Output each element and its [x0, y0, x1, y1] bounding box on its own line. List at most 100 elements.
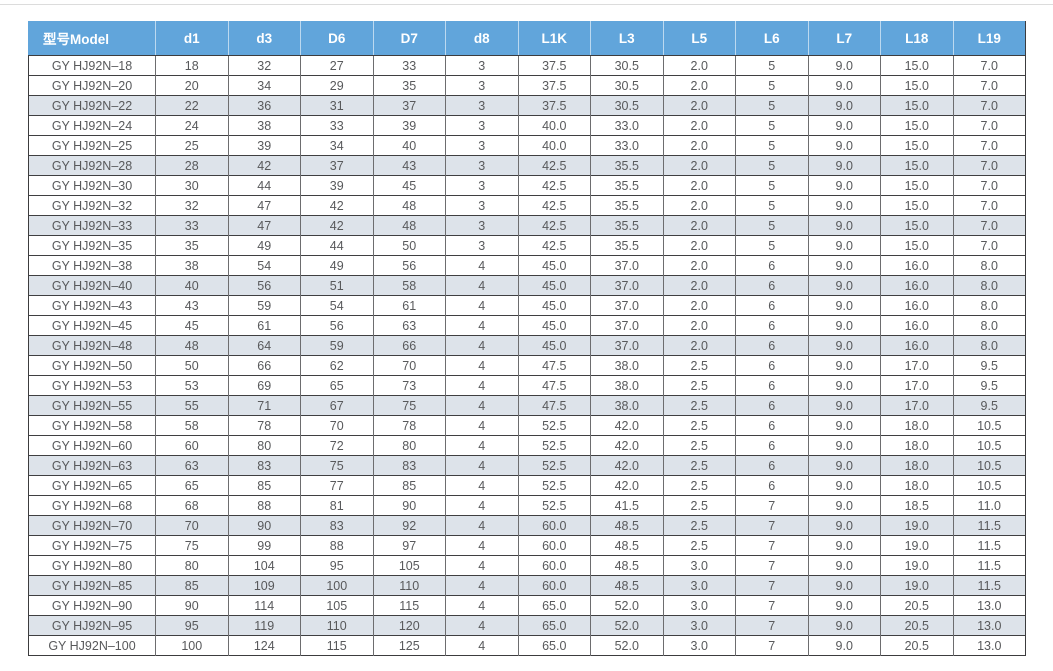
value-cell: 2.0: [662, 75, 736, 96]
value-cell: 37.0: [590, 295, 663, 316]
value-cell: 51: [300, 275, 373, 296]
table-row: GY HJ92N–68 68 88 81 90 4 52.5 41.5 2.5 7 9.0 18.5 1…: [28, 495, 1026, 516]
value-cell: 100: [300, 575, 373, 596]
value-cell: 50: [155, 355, 228, 376]
value-cell: 32: [227, 55, 301, 76]
value-cell: 2.5: [662, 355, 736, 376]
column-header-model: 型号Model: [28, 21, 156, 56]
value-cell: 4: [445, 635, 518, 656]
value-cell: 4: [445, 375, 518, 396]
value-cell: 9.0: [807, 475, 881, 496]
value-cell: 61: [372, 295, 446, 316]
value-cell: 9.0: [807, 635, 881, 656]
model-cell: GY HJ92N–28: [28, 155, 156, 176]
value-cell: 54: [227, 255, 301, 276]
value-cell: 19.0: [880, 575, 953, 596]
value-cell: 33.0: [590, 135, 663, 156]
table-row: GY HJ92N–55 55 71 67 75 4 47.5 38.0 2.5 6 9.0 17.0 9…: [28, 395, 1026, 416]
value-cell: 4: [445, 595, 518, 616]
value-cell: 4: [445, 315, 518, 336]
value-cell: 9.5: [952, 355, 1026, 376]
value-cell: 61: [227, 315, 301, 336]
column-header: L19: [952, 21, 1026, 56]
value-cell: 4: [445, 295, 518, 316]
value-cell: 125: [372, 635, 446, 656]
value-cell: 70: [372, 355, 446, 376]
value-cell: 3.0: [662, 635, 736, 656]
value-cell: 7.0: [952, 195, 1026, 216]
table-row: GY HJ92N–100 100 124 115 125 4 65.0 52.0 3.0 7 9.0…: [28, 635, 1026, 656]
value-cell: 53: [155, 375, 228, 396]
value-cell: 19.0: [880, 535, 953, 556]
value-cell: 8.0: [952, 295, 1026, 316]
value-cell: 52.0: [590, 595, 663, 616]
value-cell: 7: [735, 535, 808, 556]
value-cell: 13.0: [952, 615, 1026, 636]
value-cell: 40: [372, 135, 446, 156]
value-cell: 42.5: [517, 195, 591, 216]
model-cell: GY HJ92N–32: [28, 195, 156, 216]
value-cell: 3: [445, 175, 518, 196]
model-cell: GY HJ92N–63: [28, 455, 156, 476]
value-cell: 42.0: [590, 475, 663, 496]
value-cell: 19.0: [880, 555, 953, 576]
value-cell: 15.0: [880, 155, 953, 176]
value-cell: 52.5: [517, 415, 591, 436]
value-cell: 105: [300, 595, 373, 616]
value-cell: 56: [372, 255, 446, 276]
model-cell: GY HJ92N–18: [28, 55, 156, 76]
value-cell: 65.0: [517, 615, 591, 636]
value-cell: 9.0: [807, 175, 881, 196]
value-cell: 15.0: [880, 215, 953, 236]
value-cell: 64: [227, 335, 301, 356]
value-cell: 13.0: [952, 595, 1026, 616]
table-row: GY HJ92N–40 40 56 51 58 4 45.0 37.0 2.0 6 9.0 16.0 8…: [28, 275, 1026, 296]
value-cell: 52.5: [517, 475, 591, 496]
value-cell: 2.0: [662, 195, 736, 216]
value-cell: 8.0: [952, 335, 1026, 356]
value-cell: 2.5: [662, 535, 736, 556]
value-cell: 42.5: [517, 215, 591, 236]
value-cell: 44: [300, 235, 373, 256]
model-cell: GY HJ92N–24: [28, 115, 156, 136]
table-row: GY HJ92N–95 95 119 110 120 4 65.0 52.0 3.0 7 9.0 20…: [28, 615, 1026, 636]
value-cell: 9.0: [807, 95, 881, 116]
value-cell: 15.0: [880, 55, 953, 76]
value-cell: 2.0: [662, 95, 736, 116]
value-cell: 4: [445, 335, 518, 356]
value-cell: 3.0: [662, 595, 736, 616]
value-cell: 7: [735, 515, 808, 536]
value-cell: 34: [300, 135, 373, 156]
value-cell: 37: [300, 155, 373, 176]
table-row: GY HJ92N–30 30 44 39 45 3 42.5 35.5 2.0 5 9.0 15.0 7…: [28, 175, 1026, 196]
spec-table-body: GY HJ92N–18 18 32 27 33 3 37.5 30.5 2.0 5 9.0 15.0 7…: [28, 55, 1026, 656]
value-cell: 33: [372, 55, 446, 76]
value-cell: 70: [155, 515, 228, 536]
value-cell: 38: [155, 255, 228, 276]
value-cell: 9.0: [807, 335, 881, 356]
value-cell: 35.5: [590, 215, 663, 236]
value-cell: 2.0: [662, 295, 736, 316]
column-header: L6: [735, 21, 808, 56]
value-cell: 9.0: [807, 615, 881, 636]
column-header: d3: [227, 21, 301, 56]
value-cell: 4: [445, 495, 518, 516]
value-cell: 5: [735, 155, 808, 176]
value-cell: 18.0: [880, 415, 953, 436]
value-cell: 42.5: [517, 155, 591, 176]
value-cell: 5: [735, 115, 808, 136]
value-cell: 9.0: [807, 235, 881, 256]
value-cell: 9.0: [807, 195, 881, 216]
value-cell: 42.0: [590, 415, 663, 436]
value-cell: 109: [227, 575, 301, 596]
table-row: GY HJ92N–35 35 49 44 50 3 42.5 35.5 2.0 5 9.0 15.0 7…: [28, 235, 1026, 256]
model-cell: GY HJ92N–100: [28, 635, 156, 656]
model-cell: GY HJ92N–45: [28, 315, 156, 336]
value-cell: 55: [155, 395, 228, 416]
model-cell: GY HJ92N–58: [28, 415, 156, 436]
model-cell: GY HJ92N–43: [28, 295, 156, 316]
value-cell: 45.0: [517, 295, 591, 316]
value-cell: 17.0: [880, 395, 953, 416]
value-cell: 88: [227, 495, 301, 516]
value-cell: 22: [155, 95, 228, 116]
